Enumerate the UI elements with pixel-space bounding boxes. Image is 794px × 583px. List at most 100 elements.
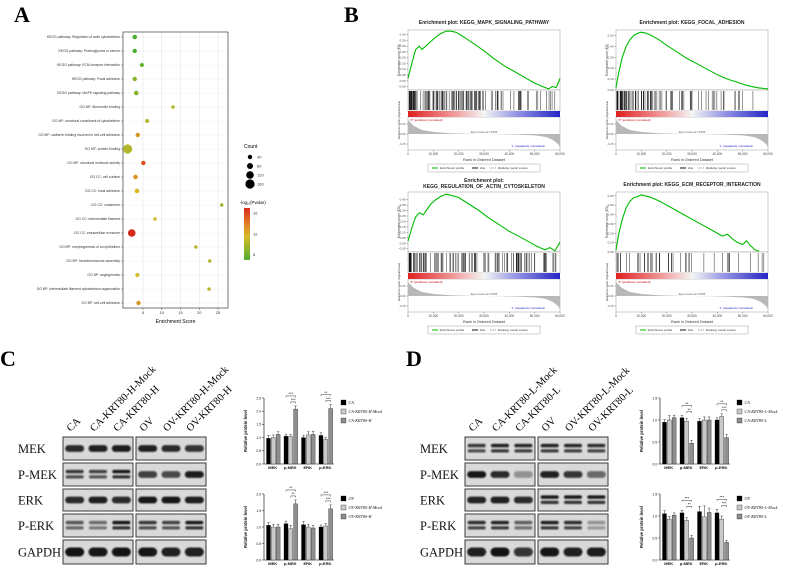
gsea-ranked-metric-area [616, 282, 768, 309]
gsea-x-tick: 10,000 [428, 314, 438, 318]
bubble-dot [127, 229, 136, 237]
bar-category-label: p-ERK [319, 561, 331, 566]
gsea-svg: Enrichment plot: KEGG_ECM_RECEPTOR_INTER… [605, 182, 773, 335]
gsea-ranked-metric-area [616, 120, 768, 147]
bar-y-tick: 1.5 [652, 492, 657, 496]
blot-band [540, 547, 560, 557]
gsea-legend-box [635, 163, 749, 173]
bar-chart-c-ca: 0.0 0.5 1.0 1.5 2.0 2.5 Relative protein level… [240, 386, 396, 481]
bar-category-label: p-MEK [680, 465, 693, 470]
bar [667, 518, 672, 561]
sig-label-outer: ** [324, 390, 328, 395]
bar-category-label: MEK [268, 561, 277, 566]
blot-row-label: P-MEK [18, 468, 57, 482]
gsea-es-tick: 0.00 [608, 250, 614, 254]
sig-label-inner: *** [722, 501, 727, 506]
blot-row-label: ERK [420, 494, 445, 508]
bar [266, 438, 271, 465]
gsea-negative-label: 'L' (negatively correlated) [511, 144, 544, 148]
blot-band [138, 547, 158, 557]
bar-category-label: ERK [700, 465, 709, 470]
gsea-es-tick: 0.15 [400, 225, 406, 229]
bar-category-label: p-ERK [715, 561, 727, 566]
legend-series-label: OV [745, 496, 751, 501]
gsea-x-tick: 30,000 [479, 314, 489, 318]
gsea-y-axis-label-metric: Ranked list metric (Signal2Noise) [605, 263, 609, 301]
gsea-x-tick: 0 [407, 152, 409, 156]
gsea-es-tick: 0.00 [608, 88, 614, 92]
blot-band [540, 495, 559, 499]
blot-band [540, 520, 559, 525]
go-kegg-bubble-chart: KEGG pathway: Regulation of actin cytosk… [28, 18, 300, 330]
blot-band [540, 443, 559, 448]
blot-band [184, 471, 204, 478]
legend-swatch [340, 408, 347, 415]
gsea-title: Enrichment plot: KEGG_ECM_RECEPTOR_INTER… [623, 182, 761, 188]
legend-series-label: CA-KRT80-H [349, 418, 373, 423]
gsea-zero-cross-label: Zero cross at 17035 [679, 292, 706, 296]
bar [288, 528, 293, 561]
blot-band [162, 520, 180, 525]
panel-label-a: A [14, 2, 30, 27]
gsea-es-tick: 0.30 [608, 55, 614, 59]
blot-band [564, 443, 582, 448]
bar [719, 416, 724, 465]
legend-swatch [340, 513, 347, 520]
blot-band [88, 445, 108, 452]
gsea-x-tick: 40,000 [712, 314, 722, 318]
blot-band [564, 449, 582, 453]
gsea-x-tick: 30,000 [687, 152, 697, 156]
bar-category-label: MEK [664, 465, 673, 470]
gsea-legend-ranking-metric: Ranking metric scores [706, 328, 736, 332]
legend-swatch [736, 513, 743, 520]
gsea-es-tick: 0.05 [400, 236, 406, 240]
blot-row-label: GAPDH [420, 546, 463, 560]
bubble-row-label: GO MF: structural molecule activity [67, 161, 120, 165]
bar [283, 436, 289, 465]
sig-label-outer: ** [720, 399, 724, 404]
bubble-row-label: GO MF: protein binding [85, 147, 120, 151]
legend-swatch [340, 504, 347, 511]
gsea-es-tick: 0.10 [400, 230, 406, 234]
gsea-x-tick: 50,000 [530, 314, 540, 318]
bubble-dot [132, 76, 137, 82]
bar [301, 524, 306, 561]
bubble-dot [135, 132, 140, 138]
gsea-metric-tick: 0.25 [400, 122, 406, 126]
blot-band [563, 547, 583, 557]
blot-band [111, 445, 131, 452]
blot-band [513, 471, 533, 478]
gsea-es-tick: 0.40 [608, 213, 614, 217]
bubble-dot [208, 259, 212, 263]
gsea-x-tick: 20,000 [662, 314, 672, 318]
blot-row-label: P-ERK [18, 519, 54, 533]
gsea-title: KEGG_REGULATION_OF_ACTIN_CYTOSKELETON [423, 184, 545, 190]
bubble-dot [194, 245, 198, 249]
legend-series-label: OV [349, 496, 355, 501]
blot-box [62, 462, 134, 487]
legend-series-label: OV-KRT80-L [745, 514, 768, 519]
gsea-es-tick: 0.00 [400, 79, 406, 83]
bar-y-tick: 2.5 [256, 396, 261, 400]
gsea-x-tick: 20,000 [662, 152, 672, 156]
gsea-enrichment-curve [407, 30, 561, 90]
bar [662, 513, 667, 561]
gsea-metric-tick: -0.25 [399, 304, 406, 308]
gsea-es-tick: 0.15 [400, 61, 406, 65]
bar-chart-svg: 0.0 0.5 1.0 1.5 2.0 Relative protein level MEK… [243, 485, 382, 566]
gsea-rank-colorbar [616, 273, 768, 279]
gsea-enrichment-curve [407, 193, 561, 252]
sig-label-inner: *** [326, 396, 331, 401]
blot-band [564, 520, 582, 525]
legend-series-label: OV-KRT80-H [349, 514, 373, 519]
bar [679, 417, 685, 465]
bar [702, 419, 707, 465]
gsea-x-axis-label: Rank in Ordered Dataset [463, 158, 506, 162]
blot-row-label: P-ERK [420, 519, 456, 533]
gsea-es-tick: 0.10 [400, 67, 406, 71]
bubble-dot [207, 287, 211, 291]
blot-band [184, 547, 204, 557]
bar [318, 526, 324, 561]
